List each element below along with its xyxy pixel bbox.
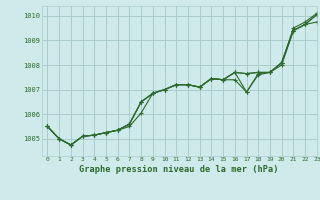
X-axis label: Graphe pression niveau de la mer (hPa): Graphe pression niveau de la mer (hPa): [79, 165, 279, 174]
